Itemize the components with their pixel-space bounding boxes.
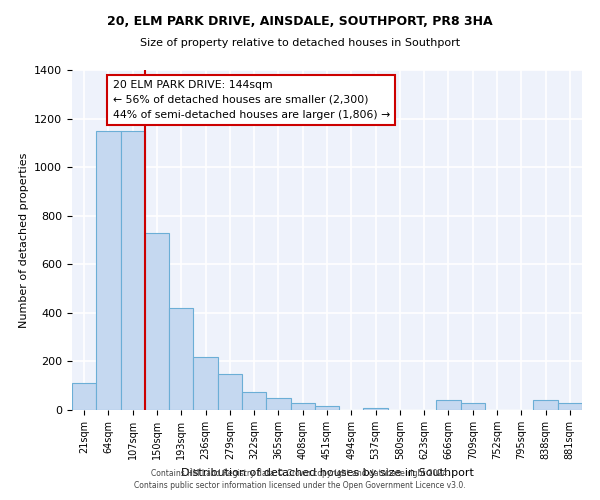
Text: Size of property relative to detached houses in Southport: Size of property relative to detached ho… xyxy=(140,38,460,48)
Bar xyxy=(436,400,461,410)
Text: Contains HM Land Registry data © Crown copyright and database right 2024.
Contai: Contains HM Land Registry data © Crown c… xyxy=(134,468,466,490)
Bar xyxy=(242,392,266,410)
X-axis label: Distribution of detached houses by size in Southport: Distribution of detached houses by size … xyxy=(181,468,473,477)
Bar xyxy=(461,402,485,410)
Bar xyxy=(193,356,218,410)
Bar xyxy=(96,130,121,410)
Y-axis label: Number of detached properties: Number of detached properties xyxy=(19,152,29,328)
Bar xyxy=(533,400,558,410)
Bar xyxy=(558,402,582,410)
Bar xyxy=(290,402,315,410)
Bar xyxy=(169,308,193,410)
Text: 20, ELM PARK DRIVE, AINSDALE, SOUTHPORT, PR8 3HA: 20, ELM PARK DRIVE, AINSDALE, SOUTHPORT,… xyxy=(107,15,493,28)
Text: 20 ELM PARK DRIVE: 144sqm
← 56% of detached houses are smaller (2,300)
44% of se: 20 ELM PARK DRIVE: 144sqm ← 56% of detac… xyxy=(113,80,390,120)
Bar xyxy=(266,398,290,410)
Bar xyxy=(72,384,96,410)
Bar xyxy=(315,406,339,410)
Bar xyxy=(145,232,169,410)
Bar xyxy=(121,130,145,410)
Bar xyxy=(364,408,388,410)
Bar xyxy=(218,374,242,410)
